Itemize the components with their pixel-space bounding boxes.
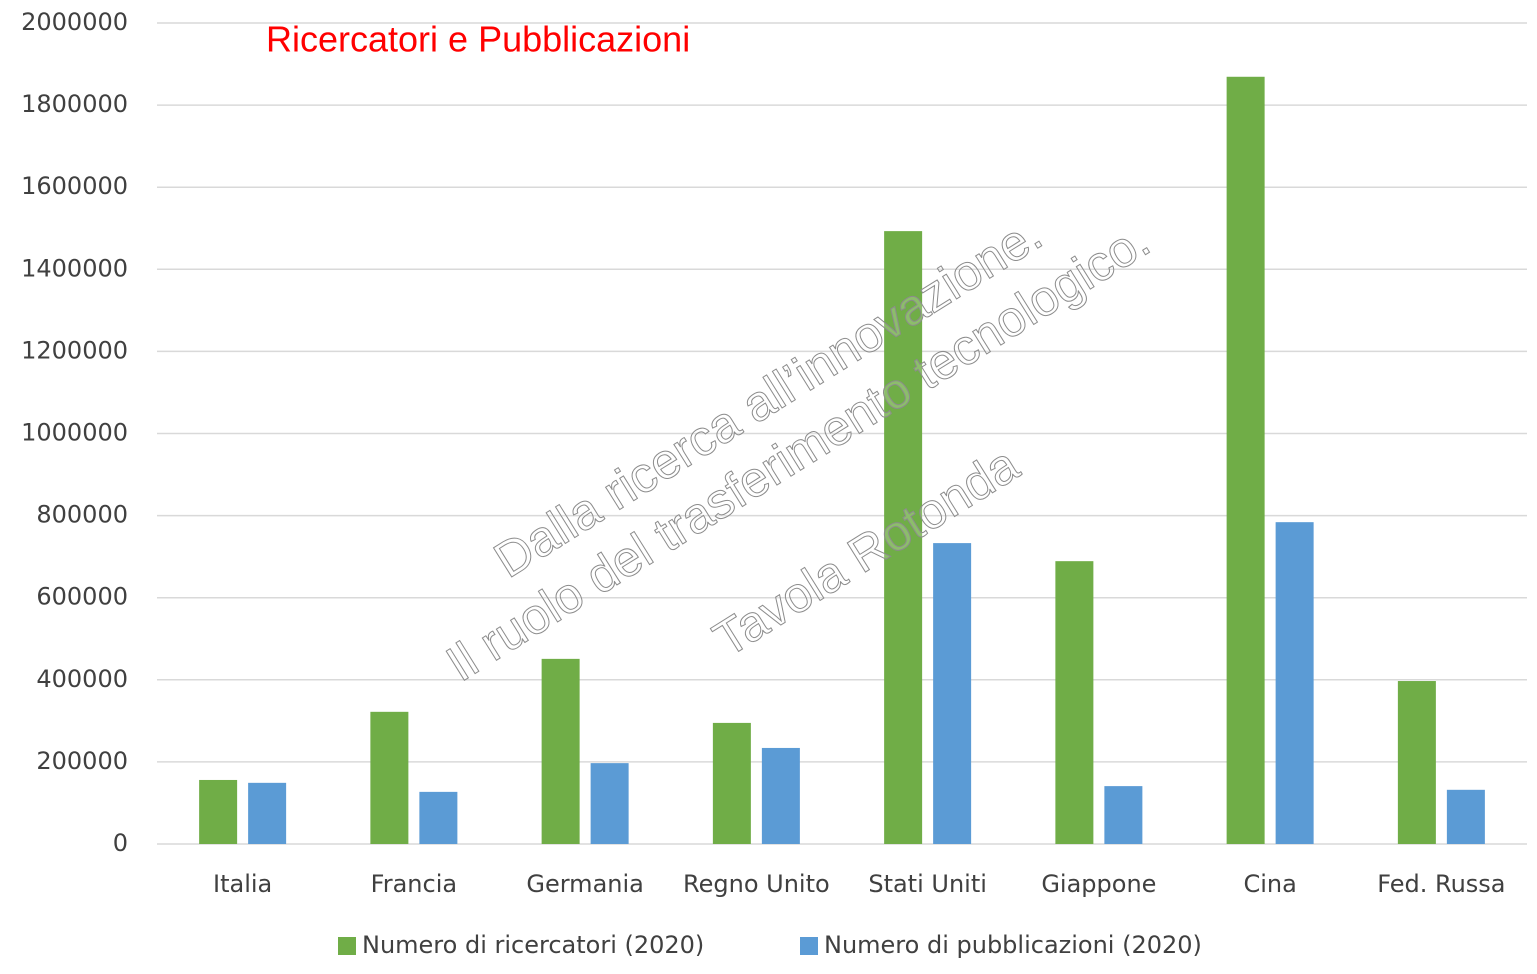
y-tick-label: 400000 (36, 665, 128, 693)
bar (761, 747, 800, 844)
bar (1226, 76, 1265, 844)
y-tick-label: 1000000 (21, 419, 128, 447)
y-tick-label: 1600000 (21, 172, 128, 200)
bar (370, 711, 409, 844)
x-tick-label: Giappone (1041, 870, 1156, 898)
bar (590, 763, 629, 844)
y-tick-label: 1200000 (21, 336, 128, 364)
y-tick-label: 200000 (36, 747, 128, 775)
bar (248, 782, 287, 844)
y-tick-label: 1800000 (21, 90, 128, 118)
x-tick-label: Fed. Russa (1377, 870, 1505, 898)
y-tick-label: 600000 (36, 583, 128, 611)
watermark: Dalla ricerca all’innovazione. (484, 205, 1051, 588)
x-tick-label: Germania (526, 870, 643, 898)
bar (1397, 681, 1436, 844)
x-tick-label: Regno Unito (683, 870, 830, 898)
x-tick-label: Francia (371, 870, 457, 898)
bar (199, 779, 238, 844)
bar (1055, 561, 1094, 844)
y-tick-label: 800000 (36, 501, 128, 529)
bar (933, 543, 972, 844)
bar (1275, 522, 1314, 844)
y-tick-label: 1400000 (21, 254, 128, 282)
bar (419, 791, 458, 844)
chart-title: Ricercatori e Pubblicazioni (266, 19, 690, 60)
bar (1104, 786, 1143, 844)
legend-swatch (338, 937, 356, 955)
bar (884, 231, 923, 844)
legend-label: Numero di pubblicazioni (2020) (824, 931, 1202, 959)
x-tick-label: Italia (213, 870, 272, 898)
x-tick-label: Stati Uniti (868, 870, 987, 898)
bar (541, 658, 580, 844)
legend-swatch (800, 937, 818, 955)
bar (712, 722, 751, 844)
y-tick-label: 2000000 (21, 8, 128, 36)
bar (1446, 789, 1485, 844)
x-tick-label: Cina (1243, 870, 1296, 898)
y-tick-label: 0 (113, 829, 128, 857)
legend-label: Numero di ricercatori (2020) (362, 931, 704, 959)
